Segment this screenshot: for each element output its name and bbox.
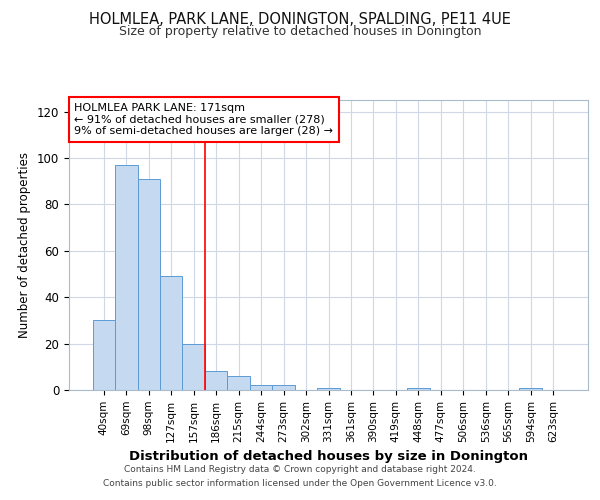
Bar xyxy=(92,320,115,390)
Y-axis label: Number of detached properties: Number of detached properties xyxy=(19,152,31,338)
Bar xyxy=(250,386,272,390)
Bar xyxy=(407,388,430,390)
Text: Size of property relative to detached houses in Donington: Size of property relative to detached ho… xyxy=(119,25,481,38)
Bar xyxy=(205,372,227,390)
X-axis label: Distribution of detached houses by size in Donington: Distribution of detached houses by size … xyxy=(129,450,528,463)
Text: Contains HM Land Registry data © Crown copyright and database right 2024.
Contai: Contains HM Land Registry data © Crown c… xyxy=(103,466,497,487)
Bar xyxy=(272,386,295,390)
Bar xyxy=(520,388,542,390)
Bar xyxy=(227,376,250,390)
Bar xyxy=(317,388,340,390)
Bar xyxy=(115,165,137,390)
Text: HOLMLEA PARK LANE: 171sqm
← 91% of detached houses are smaller (278)
9% of semi-: HOLMLEA PARK LANE: 171sqm ← 91% of detac… xyxy=(74,103,333,136)
Text: HOLMLEA, PARK LANE, DONINGTON, SPALDING, PE11 4UE: HOLMLEA, PARK LANE, DONINGTON, SPALDING,… xyxy=(89,12,511,28)
Bar xyxy=(160,276,182,390)
Bar xyxy=(137,179,160,390)
Bar xyxy=(182,344,205,390)
